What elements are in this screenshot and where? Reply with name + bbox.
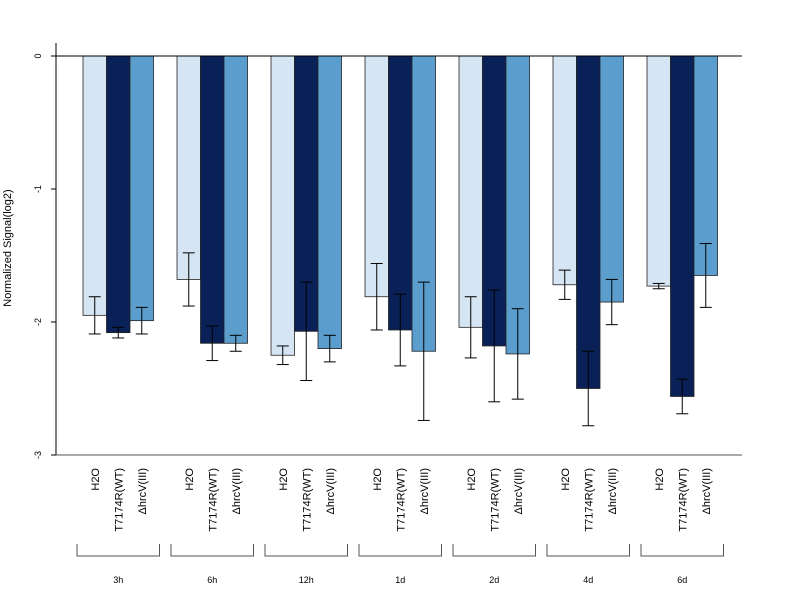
condition-label: T7174R(WT) (489, 468, 501, 532)
bar (200, 55, 225, 344)
condition-label: H2O (654, 468, 666, 491)
group-label: 6h (207, 575, 217, 585)
group-label: 6d (677, 575, 687, 585)
group-bracket (546, 544, 630, 557)
bar (388, 55, 413, 331)
bar (458, 55, 483, 328)
condition-label: ΔhrcV(III) (701, 468, 713, 514)
condition-label: H2O (184, 468, 196, 491)
condition-label: H2O (466, 468, 478, 491)
bar (552, 55, 577, 286)
condition-label: ΔhrcV(III) (607, 468, 619, 514)
group-label: 3h (113, 575, 123, 585)
condition-label: ΔhrcV(III) (137, 468, 149, 514)
condition-labels: H2O T7174R(WT) ΔhrcV(III) H2O T7174R(WT) Δhrc… (90, 468, 713, 532)
bar (576, 55, 601, 389)
condition-label: T7174R(WT) (677, 468, 689, 532)
condition-label: H2O (560, 468, 572, 491)
bar (176, 55, 201, 280)
y-axis: 0 -1 -2 -3 (33, 43, 57, 459)
bar (82, 55, 107, 316)
condition-label: ΔhrcV(III) (325, 468, 337, 514)
group-label: 1d (395, 575, 405, 585)
condition-label: ΔhrcV(III) (513, 468, 525, 514)
group-bracket (264, 544, 348, 557)
y-axis-title: Normalized Signal(log2) (2, 189, 14, 306)
bar (317, 55, 342, 350)
bar (693, 55, 718, 276)
bar (129, 55, 154, 322)
group-brackets: 3h 6h 12h 1d 2d 4d 6d (76, 544, 724, 585)
condition-label: H2O (372, 468, 384, 491)
bar (364, 55, 389, 298)
condition-label: ΔhrcV(III) (231, 468, 243, 514)
bar (646, 55, 671, 287)
group-label: 12h (299, 575, 314, 585)
group-label: 4d (583, 575, 593, 585)
bar (270, 55, 295, 356)
group-bracket (170, 544, 254, 557)
condition-label: T7174R(WT) (113, 468, 125, 532)
group-label: 2d (489, 575, 499, 585)
condition-label: H2O (278, 468, 290, 491)
condition-label: H2O (90, 468, 102, 491)
bars (82, 55, 718, 397)
y-tick-label: -1 (33, 185, 43, 193)
condition-label: ΔhrcV(III) (419, 468, 431, 514)
bar (223, 55, 248, 344)
condition-label: T7174R(WT) (583, 468, 595, 532)
bar (670, 55, 695, 397)
y-tick-label: -2 (33, 318, 43, 326)
group-bracket (76, 544, 160, 557)
condition-label: T7174R(WT) (395, 468, 407, 532)
y-tick-label: -3 (33, 451, 43, 459)
group-bracket (358, 544, 442, 557)
condition-label: T7174R(WT) (301, 468, 313, 532)
group-bracket (452, 544, 536, 557)
error-bars (88, 243, 712, 427)
group-bracket (640, 544, 724, 557)
bar (599, 55, 624, 303)
y-tick-label: 0 (33, 53, 43, 58)
condition-label: T7174R(WT) (207, 468, 219, 532)
bar (106, 55, 131, 334)
